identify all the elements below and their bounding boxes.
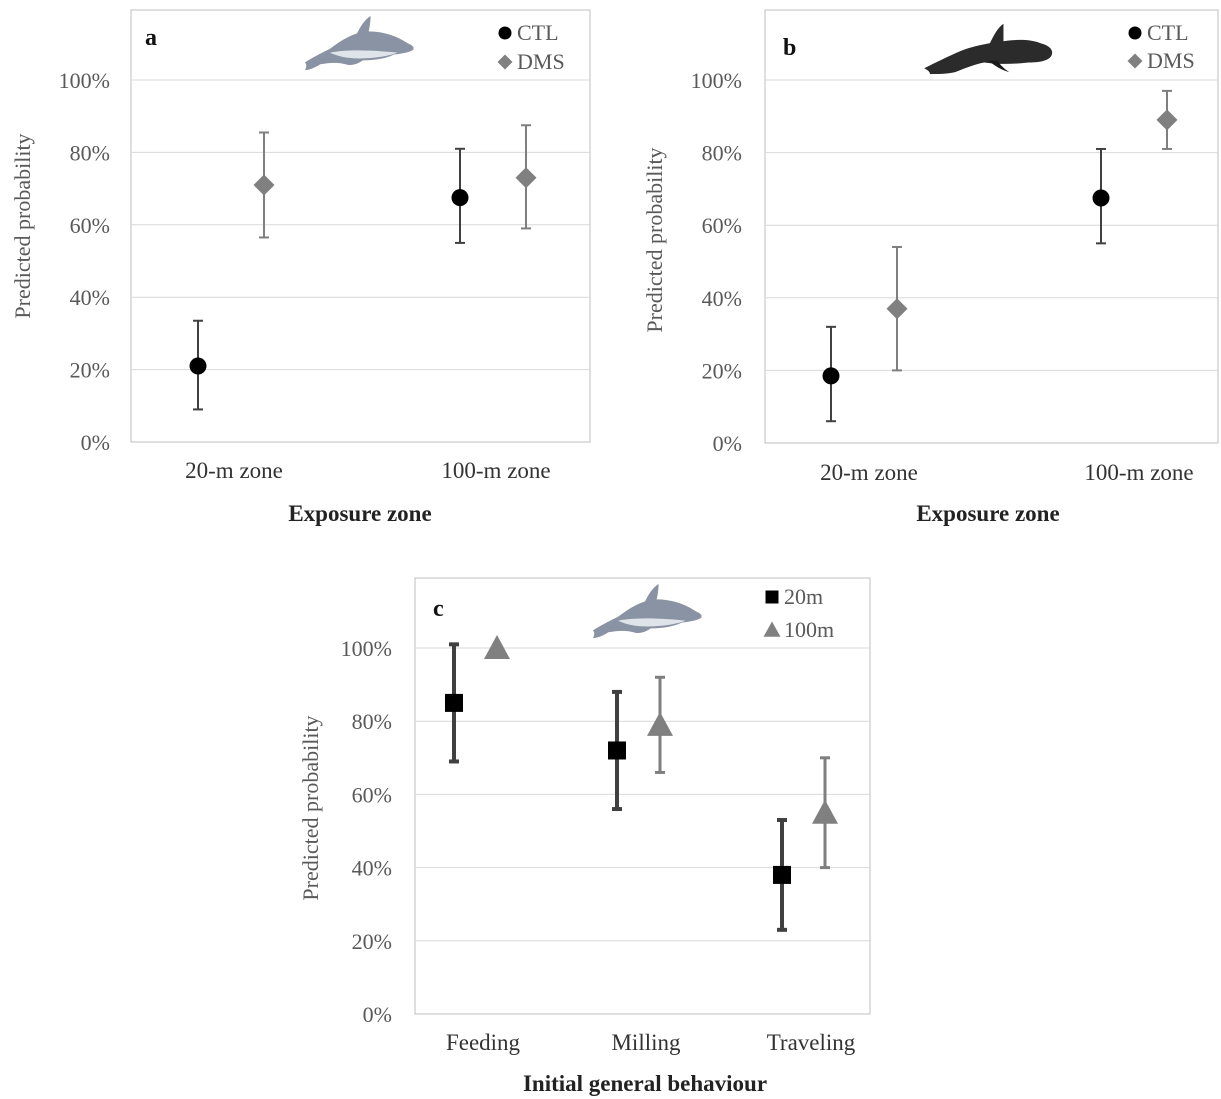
legend-label: CTL (1147, 20, 1189, 45)
y-tick-label: 100% (341, 636, 392, 661)
y-tick-label: 0% (81, 430, 110, 455)
data-point (515, 167, 537, 189)
y-tick-label: 20% (352, 929, 392, 954)
data-point (1092, 189, 1110, 207)
data-point (445, 693, 463, 712)
panel-a-frame (130, 9, 591, 443)
data-point (773, 865, 791, 884)
x-tick-label: Traveling (767, 1030, 856, 1055)
data-point (812, 799, 838, 824)
panel-b-ylabel: Predicted probability (642, 147, 667, 332)
data-point (608, 741, 626, 760)
x-tick-label: 20-m zone (185, 458, 283, 483)
panel-b-letter: b (783, 35, 796, 61)
legend-label: DMS (517, 49, 565, 74)
y-tick-label: 80% (702, 141, 742, 166)
panel-b-categories: 20-m zone 100-m zone (820, 460, 1193, 485)
legend-marker (1128, 26, 1142, 40)
y-tick-label: 40% (702, 286, 742, 311)
legend-label: DMS (1147, 48, 1195, 73)
panel-c: 0% 20% 40% 60% 80% 100% Feeding Milling Traveli… (298, 577, 871, 1096)
legend-label: 100m (784, 617, 834, 642)
data-point (1156, 109, 1178, 131)
y-tick-label: 20% (70, 358, 110, 383)
panel-a-yticks: 0% 20% 40% 60% 80% 100% (59, 68, 110, 455)
x-tick-label: Milling (611, 1030, 681, 1055)
panel-b-xlabel: Exposure zone (916, 501, 1059, 526)
panel-a-letter: a (145, 25, 157, 51)
data-point (451, 189, 469, 207)
panel-a-categories: 20-m zone 100-m zone (185, 458, 550, 483)
legend-marker (1127, 53, 1143, 69)
panel-c-frame (414, 577, 871, 1015)
x-tick-label: Feeding (446, 1030, 521, 1055)
data-point (822, 367, 840, 385)
legend-marker (497, 54, 513, 70)
y-tick-label: 60% (702, 213, 742, 238)
panel-c-categories: Feeding Milling Traveling (446, 1030, 856, 1055)
panel-a-xlabel: Exposure zone (288, 501, 431, 526)
panel-c-yticks: 0% 20% 40% 60% 80% 100% (341, 636, 392, 1027)
y-tick-label: 40% (352, 856, 392, 881)
panel-a-markers (189, 167, 537, 375)
panel-b: 0% 20% 40% 60% 80% 100% 20-m zone 100-m zone b… (642, 9, 1219, 526)
x-tick-label: 100-m zone (441, 458, 550, 483)
y-tick-label: 40% (70, 285, 110, 310)
panel-b-yticks: 0% 20% 40% 60% 80% 100% (691, 68, 742, 456)
y-tick-label: 80% (352, 709, 392, 734)
x-tick-label: 20-m zone (820, 460, 918, 485)
legend-label: CTL (517, 20, 559, 45)
data-point (484, 635, 510, 660)
panel-c-legend: 20m 100m (763, 584, 834, 642)
panel-b-markers (822, 109, 1178, 385)
panel-c-markers (445, 635, 838, 884)
panel-c-ylabel: Predicted probability (298, 715, 323, 900)
y-tick-label: 100% (691, 68, 742, 93)
legend-marker (763, 621, 781, 637)
y-tick-label: 80% (70, 140, 110, 165)
y-tick-label: 0% (363, 1002, 392, 1027)
x-tick-label: 100-m zone (1084, 460, 1193, 485)
data-point (253, 174, 275, 196)
panel-b-legend: CTL DMS (1127, 20, 1195, 73)
y-tick-label: 0% (713, 431, 742, 456)
y-tick-label: 20% (702, 358, 742, 383)
panel-a-grid (131, 79, 590, 371)
panel-a: 0% 20% 40% 60% 80% 100% 20-m zone 100-m zone a… (10, 9, 591, 526)
panel-b-grid (765, 79, 1218, 371)
legend-label: 20m (784, 584, 823, 609)
panel-c-xlabel: Initial general behaviour (523, 1071, 767, 1096)
y-tick-label: 60% (70, 213, 110, 238)
data-point (647, 711, 673, 736)
panel-c-letter: c (433, 596, 444, 622)
data-point (886, 298, 908, 320)
panel-a-ylabel: Predicted probability (10, 133, 35, 318)
data-point (189, 357, 207, 375)
y-tick-label: 60% (352, 782, 392, 807)
y-tick-label: 100% (59, 68, 110, 93)
panel-a-legend: CTL DMS (497, 20, 565, 74)
legend-marker (498, 26, 512, 40)
legend-marker (765, 590, 779, 604)
